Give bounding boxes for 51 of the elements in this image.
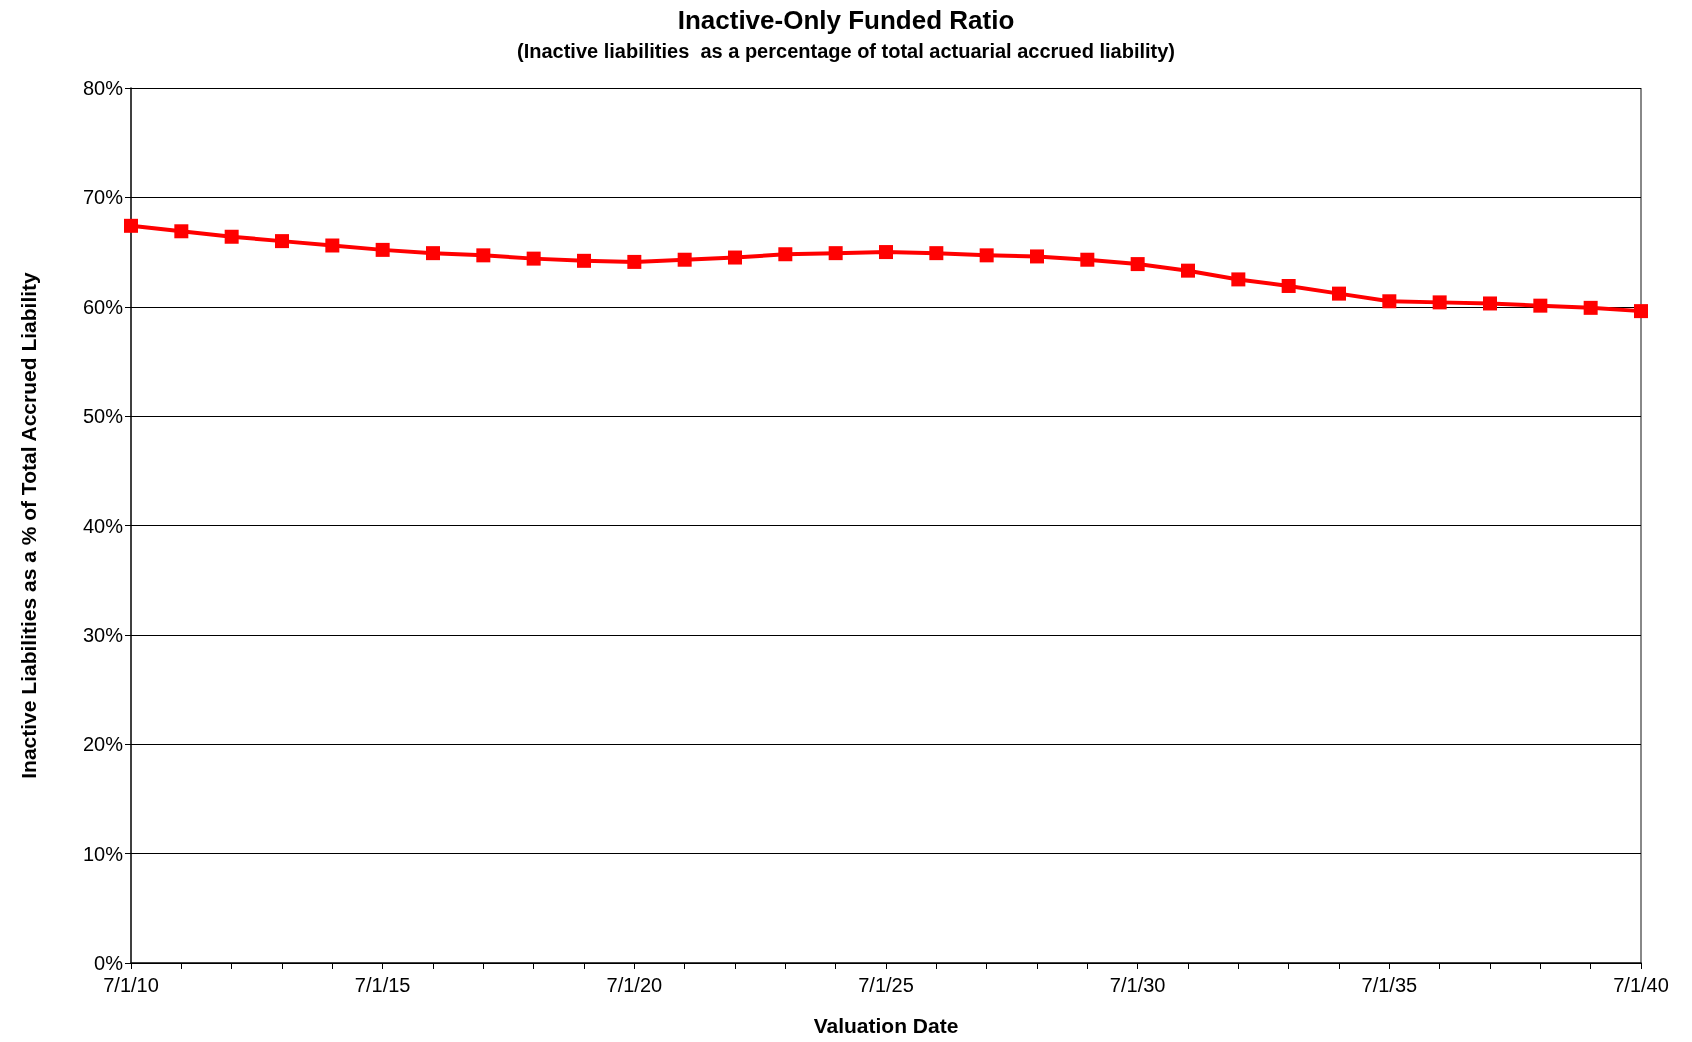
point [1130,257,1145,272]
point [1030,249,1044,264]
point [426,246,440,261]
point [1231,272,1246,287]
point [677,252,692,267]
x-tick-label: 7/1/35 [1361,974,1418,996]
point [828,246,843,261]
point [929,246,944,261]
x-tick-label: 7/1/15 [354,974,411,996]
point [1281,278,1296,293]
point [174,224,189,239]
y-tick-label: 80% [82,77,124,99]
point [275,234,289,249]
y-tick-label: 0% [94,952,124,974]
point [1634,304,1648,319]
point [979,248,994,263]
point [577,253,591,268]
point [728,250,742,265]
point [778,247,793,262]
y-tick-label: 10% [82,842,124,865]
y-axis-title: Inactive Liabilities as a % of Total Accrued Liability [17,271,40,779]
point [1533,298,1548,313]
point [1181,263,1195,278]
x-tick-label: 7/1/10 [103,974,159,996]
point [1483,296,1497,311]
x-tick-label: 7/1/20 [606,974,663,996]
point [476,248,491,263]
y-tick-label: 50% [82,405,124,428]
point [627,254,642,269]
point [1382,294,1397,309]
point [1432,295,1447,310]
point [1080,252,1095,267]
chart-title: Inactive-Only Funded Ratio [677,5,1015,35]
y-tick-label: 60% [82,295,124,318]
y-tick-label: 40% [82,514,124,537]
point [1583,300,1598,315]
y-tick-label: 70% [82,186,124,209]
point [526,251,541,266]
x-tick-label: 7/1/30 [1109,974,1166,996]
chart-subtitle: (Inactive liabilities as a percentage of total actuarial accrued liability) [516,40,1176,62]
x-tick-label: 7/1/25 [858,974,914,996]
point [124,218,138,233]
y-tick-label: 20% [82,733,124,756]
x-tick-label: 7/1/40 [1613,974,1669,996]
point [375,242,390,257]
x-axis-title: Valuation Date [813,1014,959,1037]
point [879,245,893,260]
point [1332,286,1346,301]
point [325,238,340,253]
y-tick-label: 30% [82,623,124,646]
point [224,229,239,244]
